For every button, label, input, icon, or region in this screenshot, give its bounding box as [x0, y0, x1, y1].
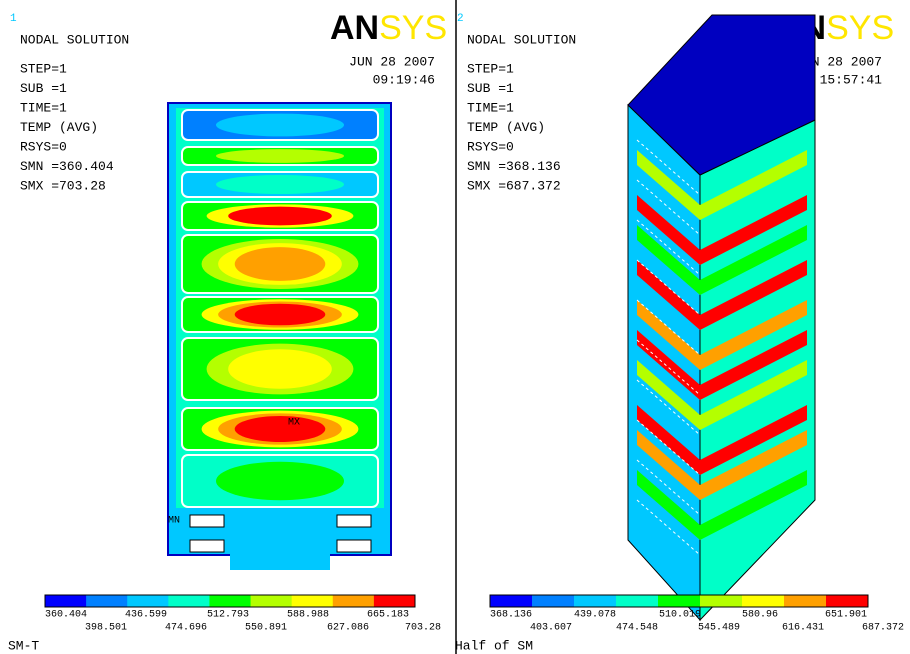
legend-label: 360.404 — [45, 610, 87, 621]
legend-swatch — [490, 595, 533, 607]
legend-label: 588.988 — [287, 610, 329, 621]
legend-swatch — [742, 595, 785, 607]
legend-label: 403.607 — [530, 623, 572, 634]
legend-swatch — [45, 595, 87, 607]
time: 15:57:41 — [820, 72, 883, 87]
legend-swatch — [784, 595, 827, 607]
info-line: SMX =687.372 — [467, 178, 561, 193]
slot — [337, 515, 371, 527]
caption: Half of SM — [455, 638, 533, 653]
contour — [228, 349, 332, 388]
max-marker: MX — [288, 418, 300, 429]
info-line: TIME=1 — [467, 100, 514, 115]
legend-label: 474.696 — [165, 623, 207, 634]
panel-number: 2 — [457, 13, 464, 25]
legend-label: 550.891 — [245, 623, 287, 634]
legend-swatch — [168, 595, 210, 607]
slot — [190, 540, 224, 552]
legend-swatch — [209, 595, 251, 607]
legend-swatch — [616, 595, 659, 607]
info-line: SMN =360.404 — [20, 159, 114, 174]
info-line: RSYS=0 — [20, 139, 67, 154]
base — [230, 508, 330, 570]
legend-label: 510.019 — [659, 610, 701, 621]
caption: SM-T — [8, 638, 39, 653]
legend-swatch — [700, 595, 743, 607]
legend-swatch — [333, 595, 375, 607]
legend-label: 687.372 — [862, 623, 904, 634]
info-line: SUB =1 — [467, 81, 514, 96]
legend-swatch — [574, 595, 617, 607]
contour — [216, 114, 344, 137]
contour — [235, 304, 326, 326]
panel: 1 ANSYS NODAL SOLUTION JUN 28 2007 09:19:46 S… — [8, 9, 447, 653]
legend-label: 580.96 — [742, 610, 778, 621]
legend-label: 665.183 — [367, 610, 409, 621]
contour — [216, 149, 344, 163]
legend-label: 512.793 — [207, 610, 249, 621]
legend-label: 651.901 — [825, 610, 867, 621]
contour — [228, 207, 332, 226]
info-line: STEP=1 — [467, 61, 514, 76]
legend-label: 439.078 — [574, 610, 616, 621]
legend-label: 398.501 — [85, 623, 127, 634]
legend-swatch — [292, 595, 334, 607]
legend-swatch — [532, 595, 575, 607]
date: JUN 28 2007 — [349, 54, 435, 69]
contour — [216, 462, 344, 500]
logo-dark: AN — [330, 9, 379, 47]
legend-swatch — [86, 595, 128, 607]
contour — [235, 247, 326, 281]
legend-label: 368.136 — [490, 610, 532, 621]
legend-label: 545.489 — [698, 623, 740, 634]
slot — [337, 540, 371, 552]
legend-swatch — [826, 595, 869, 607]
legend-swatch — [251, 595, 293, 607]
heading: NODAL SOLUTION — [467, 32, 576, 47]
heading: NODAL SOLUTION — [20, 32, 129, 47]
time: 09:19:46 — [373, 72, 435, 87]
legend-label: 627.086 — [327, 623, 369, 634]
info-line: SMX =703.28 — [20, 178, 106, 193]
legend-label: 703.28 — [405, 623, 441, 634]
info-line: STEP=1 — [20, 61, 67, 76]
legend-label: 616.431 — [782, 623, 824, 634]
info-line: SUB =1 — [20, 81, 67, 96]
logo-light: SYS — [379, 9, 447, 47]
info-line: TEMP (AVG) — [20, 120, 98, 135]
logo: ANSYS — [330, 9, 447, 47]
contour — [216, 175, 344, 194]
legend-swatch — [658, 595, 701, 607]
logo-light: SYS — [826, 9, 894, 47]
legend-label: 474.548 — [616, 623, 658, 634]
legend-label: 436.599 — [125, 610, 167, 621]
screen: 1ANSYSNODAL SOLUTIONJUN 28 200709:19:46S… — [0, 0, 910, 654]
info-line: TIME=1 — [20, 100, 67, 115]
slot — [190, 515, 224, 527]
contour — [235, 416, 326, 442]
min-marker: MN — [168, 516, 180, 527]
info-line: TEMP (AVG) — [467, 120, 545, 135]
legend-swatch — [374, 595, 416, 607]
info-line: RSYS=0 — [467, 139, 514, 154]
legend-swatch — [127, 595, 169, 607]
info-line: SMN =368.136 — [467, 159, 561, 174]
panel-number: 1 — [10, 13, 17, 25]
